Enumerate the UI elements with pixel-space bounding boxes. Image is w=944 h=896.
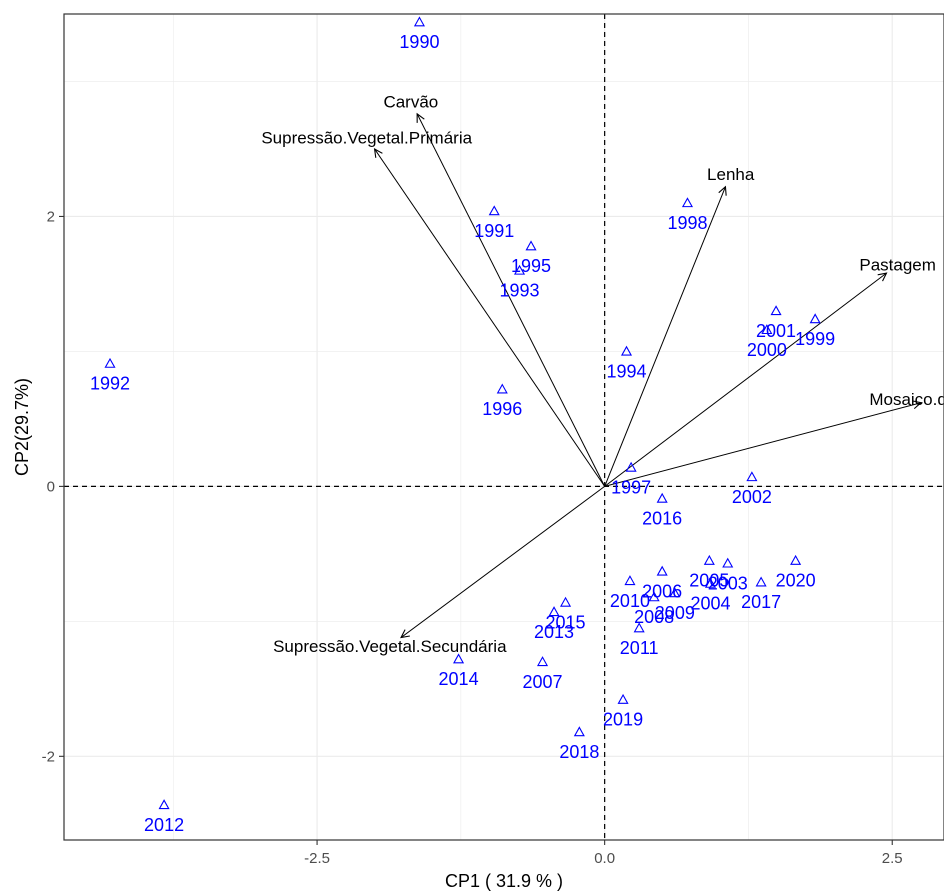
y-axis-title: CP2(29.7%): [12, 378, 32, 476]
score-point: [104, 357, 116, 368]
point-label: 2013: [534, 622, 574, 642]
score-point: [703, 554, 715, 565]
score-point: [809, 313, 821, 324]
score-point: [488, 205, 500, 216]
axes: -2.5 0.0 2.5 -2 0 2: [42, 208, 903, 867]
point-label: 2010: [610, 591, 650, 611]
loading-label: Supressão.Vegetal.Secundária: [273, 637, 507, 656]
loading-arrow: [400, 485, 605, 639]
x-tick-label: 2.5: [882, 850, 903, 867]
loading-arrow: [604, 185, 727, 487]
point-label: 1998: [667, 213, 707, 233]
score-point: [656, 492, 668, 503]
loading-label: Carvão: [383, 92, 438, 111]
score-point: [704, 577, 717, 588]
x-axis-title: CP1 ( 31.9 % ): [445, 871, 563, 891]
y-tick-label: -2: [42, 748, 55, 765]
score-point: [525, 240, 537, 251]
loading-label: Mosaico.de.Usos: [869, 390, 944, 409]
score-point: [656, 565, 668, 576]
loading-arrow: [604, 272, 888, 487]
score-point: [496, 383, 508, 394]
point-label: 1990: [399, 32, 439, 52]
loading-label: Supressão.Vegetal.Primária: [261, 128, 472, 147]
score-point: [573, 726, 585, 737]
score-point: [620, 345, 633, 356]
point-label: 1997: [611, 477, 651, 497]
point-label: 2018: [559, 742, 599, 762]
score-point: [790, 554, 802, 565]
score-point: [625, 461, 637, 472]
score-points: 1990 1991 1992 1993 1994 1995 1996 1997 1998 1999…: [90, 16, 835, 835]
point-label: 2008: [634, 607, 674, 627]
score-point: [413, 16, 425, 27]
score-point: [617, 693, 629, 704]
point-label: 2014: [439, 669, 479, 689]
point-label: 2017: [741, 592, 781, 612]
point-label: 2016: [642, 509, 682, 529]
point-label: 1995: [511, 256, 551, 276]
loading-arrow: [416, 112, 606, 487]
point-label: 2019: [603, 710, 643, 730]
point-label: 2005: [689, 571, 729, 591]
point-label: 2002: [732, 487, 772, 507]
panel-background: [64, 14, 944, 840]
x-tick-label: 0.0: [594, 850, 615, 867]
point-label: 1993: [500, 280, 540, 300]
y-tick-label: 2: [47, 208, 55, 225]
score-point: [746, 471, 758, 482]
point-label: 1996: [482, 399, 522, 419]
score-point: [548, 606, 560, 617]
point-label: 2011: [620, 638, 659, 658]
score-point: [453, 653, 465, 664]
point-label: 2007: [523, 672, 563, 692]
panel-border: [63, 13, 944, 841]
score-point: [770, 305, 782, 316]
loading-label: Lenha: [707, 165, 755, 184]
point-label: 2020: [776, 571, 816, 591]
point-label: 2009: [655, 603, 695, 623]
point-label: 1999: [795, 329, 835, 349]
score-point: [560, 596, 572, 607]
score-point: [513, 264, 526, 275]
y-tick-label: 0: [47, 478, 55, 495]
score-point: [648, 591, 660, 602]
loading-arrows: Carvão Supressão.Vegetal.Primária Lenha Pas…: [261, 92, 944, 656]
loading-arrow: [604, 400, 923, 487]
point-label: 2000: [747, 340, 787, 360]
score-point: [669, 587, 681, 598]
loading-arrow: [373, 147, 606, 487]
point-label: 2004: [690, 594, 730, 614]
point-label: 1992: [90, 374, 130, 394]
score-point: [761, 324, 773, 335]
point-label: 1994: [606, 361, 646, 381]
score-point: [633, 622, 645, 633]
score-point: [722, 557, 734, 568]
reference-lines: [64, 14, 944, 840]
score-point: [158, 799, 170, 810]
point-label: 2003: [708, 573, 748, 593]
x-tick-label: -2.5: [304, 850, 330, 867]
score-point: [624, 575, 636, 586]
loading-label: Pastagem: [859, 256, 936, 275]
point-label: 2015: [546, 612, 586, 632]
score-point: [537, 656, 549, 667]
score-point: [755, 576, 767, 587]
point-label: 2012: [144, 815, 184, 835]
point-label: 2001: [756, 321, 796, 341]
score-point: [681, 197, 694, 208]
point-label: 1991: [474, 221, 514, 241]
